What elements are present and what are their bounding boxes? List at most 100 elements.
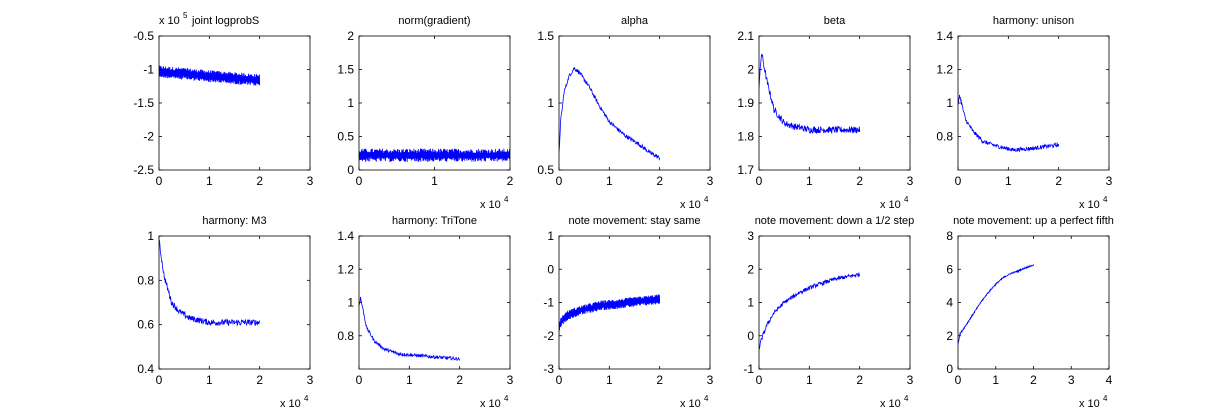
x-tick-label: 3	[907, 174, 914, 188]
subplot-4: 0 1 2 3 1.7 1.8 1.9 2 2.1 x 10 4 beta	[737, 15, 913, 211]
y-tick-label: -1	[543, 296, 554, 310]
x-tick-label: 0	[556, 373, 563, 387]
axes-box	[158, 235, 311, 370]
series-line-2	[359, 148, 510, 163]
x-exponent-label: x 10	[480, 199, 501, 211]
y-tick-label: 0.8	[936, 130, 953, 144]
y-tick-label: 1	[547, 96, 554, 110]
x-exponent-label: x 10	[680, 398, 701, 410]
y-tick-label: 1.9	[737, 96, 754, 110]
y-tick-label: 1.4	[337, 229, 354, 243]
series-line-10	[958, 264, 1034, 345]
y-tick-label: 1.7	[737, 163, 754, 177]
x-tick-label: 3	[707, 373, 714, 387]
x-tick-label: 2	[1030, 373, 1037, 387]
subplot-2: 0 1 2 0 0.5 1 1.5 2 x 10 4 norm(gradient)	[337, 15, 513, 211]
subplot-title: harmony: TriTone	[392, 215, 477, 227]
y-tick-label: 6	[946, 262, 953, 276]
y-tick-label: 0	[547, 262, 554, 276]
axes-box	[158, 35, 311, 171]
x-exponent-label: x 10	[480, 398, 501, 410]
x-exponent-power: 4	[1103, 394, 1108, 403]
y-tick-label: 0.5	[537, 163, 554, 177]
subplot-3: 0 1 2 3 0.5 1 1.5 x 10 4 alpha	[537, 15, 713, 211]
x-tick-label: 1	[992, 373, 999, 387]
y-tick-label: -3	[543, 362, 554, 376]
y-tick-label: 2.1	[737, 29, 754, 43]
x-tick-label: 2	[456, 373, 463, 387]
x-tick-label: 1	[206, 373, 213, 387]
x-exponent-power: 4	[504, 195, 509, 204]
x-tick-label: 2	[856, 174, 863, 188]
y-tick-label: 2	[347, 29, 354, 43]
y-tick-label: 0.4	[137, 362, 154, 376]
y-tick-label: 0.6	[137, 318, 154, 332]
axes-box	[358, 235, 511, 370]
subplot-8: 0 1 2 3 -3 -2 -1 0 1 x 10 4 note movement: stay sam…	[543, 215, 713, 410]
y-tick-label: 1	[347, 296, 354, 310]
y-tick-label: 0	[946, 362, 953, 376]
subplot-title: harmony: unison	[993, 15, 1074, 27]
x-tick-label: 3	[1068, 373, 1075, 387]
y-tick-label: 1	[946, 96, 953, 110]
x-tick-label: 1	[431, 174, 438, 188]
x-exponent-label: x 10	[880, 199, 901, 211]
x-tick-label: 0	[756, 373, 763, 387]
y-tick-label: -2.5	[133, 163, 154, 177]
y-tick-label: 1.4	[936, 29, 953, 43]
subplot-title: harmony: M3	[202, 215, 266, 227]
y-tick-label: -1	[143, 63, 154, 77]
y-tick-label: -2	[543, 329, 554, 343]
x-tick-label: 3	[307, 373, 314, 387]
x-tick-label: 3	[907, 373, 914, 387]
x-tick-label: 1	[806, 174, 813, 188]
y-tick-label: 0	[747, 329, 754, 343]
subplot-title: joint logprobS	[191, 15, 259, 27]
x-tick-label: 2	[656, 373, 663, 387]
x-exponent-power: 4	[904, 195, 909, 204]
series-line-5	[958, 94, 1060, 153]
x-tick-label: 0	[156, 174, 163, 188]
subplot-title: alpha	[621, 15, 649, 27]
x-tick-label: 4	[1106, 373, 1113, 387]
subplot-title: note movement: stay same	[568, 215, 700, 227]
y-tick-label: -1.5	[133, 96, 154, 110]
y-tick-label: 2	[747, 63, 754, 77]
y-tick-label: 0.8	[137, 273, 154, 287]
y-tick-label: 2	[747, 262, 754, 276]
axes-box	[758, 235, 911, 370]
series-line-7	[359, 296, 461, 362]
x-exponent-label: x 10	[1079, 199, 1100, 211]
y-tick-label: 0.8	[337, 329, 354, 343]
series-line-4	[759, 53, 861, 135]
series-line-9	[759, 272, 861, 350]
y-tick-label: 3	[747, 229, 754, 243]
y-tick-label: 1.5	[337, 63, 354, 77]
x-exponent-power: 4	[304, 394, 309, 403]
x-tick-label: 2	[856, 373, 863, 387]
axes-box	[758, 35, 911, 171]
y-exponent-power: 5	[183, 11, 188, 20]
x-tick-label: 3	[707, 174, 714, 188]
y-tick-label: 1.5	[537, 29, 554, 43]
y-tick-label: 4	[946, 296, 953, 310]
subplot-5: 0 1 2 3 0.8 1 1.2 1.4 x 10 4 harmony: unison	[936, 15, 1112, 211]
y-tick-label: 1.2	[337, 262, 354, 276]
subplot-6: 0 1 2 3 0.4 0.6 0.8 1 x 10 4 harmony: M3	[137, 215, 313, 410]
x-tick-label: 3	[507, 373, 514, 387]
subplot-title: note movement: up a perfect fifth	[953, 215, 1114, 227]
y-tick-label: 1	[147, 229, 154, 243]
series-line-1	[159, 65, 261, 86]
y-tick-label: -1	[743, 362, 754, 376]
x-tick-label: 0	[955, 373, 962, 387]
x-exponent-power: 4	[904, 394, 909, 403]
x-tick-label: 0	[356, 174, 363, 188]
x-tick-label: 1	[206, 174, 213, 188]
subplot-title: note movement: down a 1/2 step	[755, 215, 915, 227]
x-tick-label: 2	[656, 174, 663, 188]
subplot-1: 0 1 2 3 -2.5 -2 -1.5 -1 -0.5 x 10 5 joint logprobS	[133, 11, 313, 188]
x-exponent-power: 4	[704, 394, 709, 403]
